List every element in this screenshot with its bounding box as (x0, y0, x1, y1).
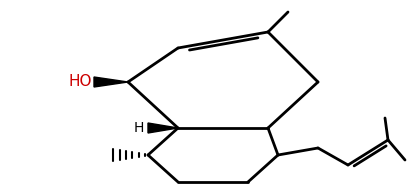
Polygon shape (94, 77, 128, 87)
Polygon shape (148, 123, 178, 133)
Text: HO: HO (68, 74, 92, 89)
Text: H: H (134, 121, 144, 135)
